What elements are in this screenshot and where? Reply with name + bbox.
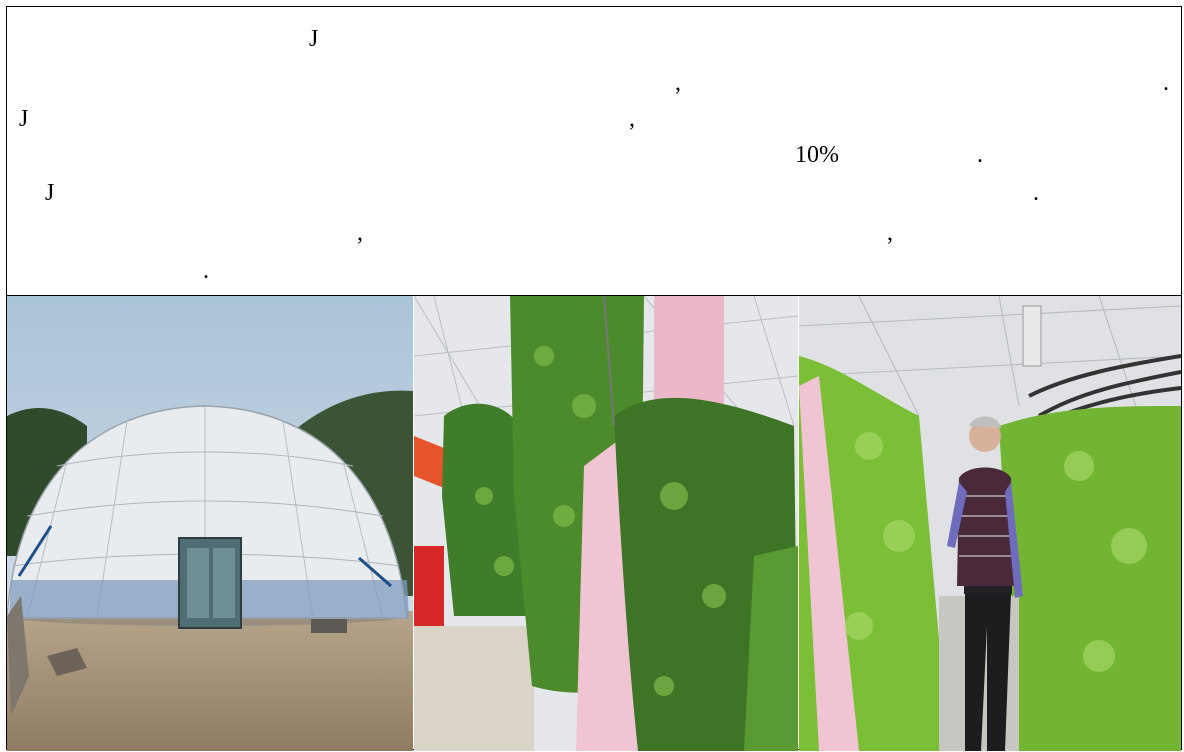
text-fragment: . <box>1163 70 1169 96</box>
text-fragment: J <box>19 106 29 132</box>
text-fragment: . <box>203 258 209 284</box>
text-fragment: , <box>357 220 363 246</box>
photo-vertical-garden <box>414 296 798 751</box>
photo-lettuce-walls <box>799 296 1181 751</box>
text-fragment: , <box>887 220 893 246</box>
text-panel: J , . J , 10% . J . , , . <box>7 7 1181 296</box>
lettuce-walls-illustration <box>799 296 1181 751</box>
text-fragment: J <box>45 180 55 206</box>
text-fragment: J <box>309 26 319 52</box>
photo-dome-greenhouse <box>7 296 413 751</box>
text-fragment: . <box>1033 180 1039 206</box>
text-fragment: , <box>629 106 635 132</box>
text-fragment: . <box>977 142 983 168</box>
document-frame: J , . J , 10% . J . , , . <box>6 6 1182 751</box>
text-fragment: 10% <box>795 142 839 168</box>
vertical-garden-illustration <box>414 296 798 751</box>
text-fragment: , <box>675 70 681 96</box>
dome-greenhouse-illustration <box>7 296 413 751</box>
